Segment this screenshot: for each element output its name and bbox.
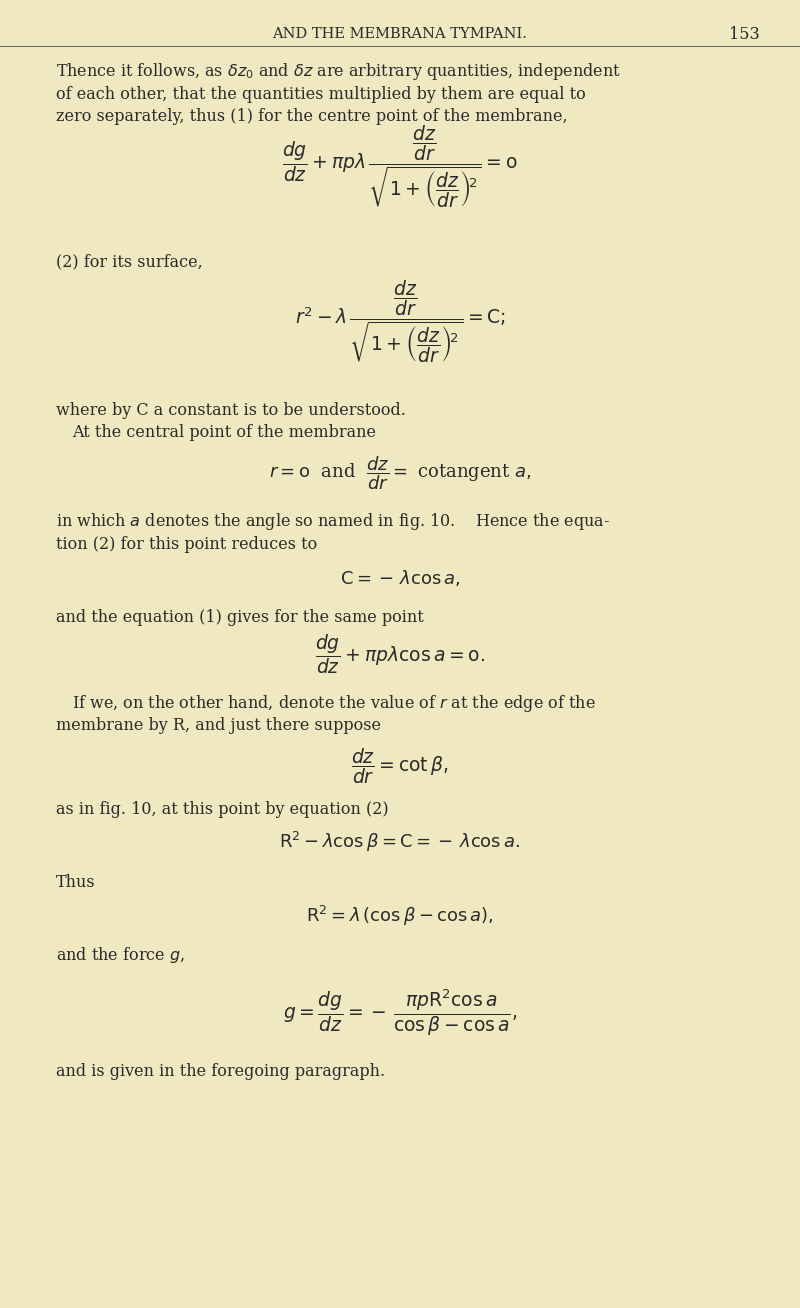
Text: tion (2) for this point reduces to: tion (2) for this point reduces to bbox=[56, 536, 318, 552]
Text: and is given in the foregoing paragraph.: and is given in the foregoing paragraph. bbox=[56, 1063, 385, 1079]
Text: as in fig. 10, at this point by equation (2): as in fig. 10, at this point by equation… bbox=[56, 802, 389, 818]
Text: where by C a constant is to be understood.: where by C a constant is to be understoo… bbox=[56, 403, 406, 419]
Text: $\mathrm{R}^2 - \lambda\cos\beta = \mathrm{C} = -\,\lambda\cos a.$: $\mathrm{R}^2 - \lambda\cos\beta = \math… bbox=[279, 831, 521, 854]
Text: $\dfrac{dg}{dz} + \pi p\lambda\cos a = \mathrm{o}.$: $\dfrac{dg}{dz} + \pi p\lambda\cos a = \… bbox=[315, 632, 485, 676]
Text: $\dfrac{dz}{dr} = \cot\beta,$: $\dfrac{dz}{dr} = \cot\beta,$ bbox=[351, 747, 449, 786]
Text: in which $a$ denotes the angle so named in fig. 10.    Hence the equa-: in which $a$ denotes the angle so named … bbox=[56, 511, 610, 532]
Text: Thence it follows, as $\delta z_0$ and $\delta z$ are arbitrary quantities, inde: Thence it follows, as $\delta z_0$ and $… bbox=[56, 61, 621, 82]
Text: Thus: Thus bbox=[56, 875, 96, 891]
Text: $g = \dfrac{dg}{dz} = -\,\dfrac{\pi p\mathrm{R}^2\cos a}{\cos\beta - \cos a},$: $g = \dfrac{dg}{dz} = -\,\dfrac{\pi p\ma… bbox=[283, 988, 517, 1037]
Text: If we, on the other hand, denote the value of $r$ at the edge of the: If we, on the other hand, denote the val… bbox=[72, 693, 596, 714]
Text: $\mathrm{C} = -\,\lambda\cos a,$: $\mathrm{C} = -\,\lambda\cos a,$ bbox=[340, 568, 460, 589]
Text: and the force $g$,: and the force $g$, bbox=[56, 944, 185, 965]
Text: $\mathrm{R}^2 = \lambda\,(\cos\beta - \cos a),$: $\mathrm{R}^2 = \lambda\,(\cos\beta - \c… bbox=[306, 904, 494, 927]
Text: zero separately, thus (1) for the centre point of the membrane,: zero separately, thus (1) for the centre… bbox=[56, 109, 568, 124]
Text: (2) for its surface,: (2) for its surface, bbox=[56, 254, 202, 269]
Text: At the central point of the membrane: At the central point of the membrane bbox=[72, 425, 376, 441]
Text: $r = \mathrm{o}$  and  $\dfrac{dz}{dr} = $ cotangent $a,$: $r = \mathrm{o}$ and $\dfrac{dz}{dr} = $… bbox=[269, 455, 531, 492]
Text: and the equation (1) gives for the same point: and the equation (1) gives for the same … bbox=[56, 610, 424, 625]
Text: AND THE MEMBRANA TYMPANI.: AND THE MEMBRANA TYMPANI. bbox=[273, 27, 527, 41]
Text: $\dfrac{dg}{dz} + \pi p\lambda\,\dfrac{\dfrac{dz}{dr}}{\sqrt{1+\left(\dfrac{dz}{: $\dfrac{dg}{dz} + \pi p\lambda\,\dfrac{\… bbox=[282, 123, 518, 209]
Text: 153: 153 bbox=[729, 26, 759, 42]
Text: of each other, that the quantities multiplied by them are equal to: of each other, that the quantities multi… bbox=[56, 86, 586, 102]
Text: membrane by R, and just there suppose: membrane by R, and just there suppose bbox=[56, 718, 381, 734]
Text: $r^2 - \lambda\,\dfrac{\dfrac{dz}{dr}}{\sqrt{1+\left(\dfrac{dz}{dr}\right)^{\!2}: $r^2 - \lambda\,\dfrac{\dfrac{dz}{dr}}{\… bbox=[294, 279, 506, 365]
